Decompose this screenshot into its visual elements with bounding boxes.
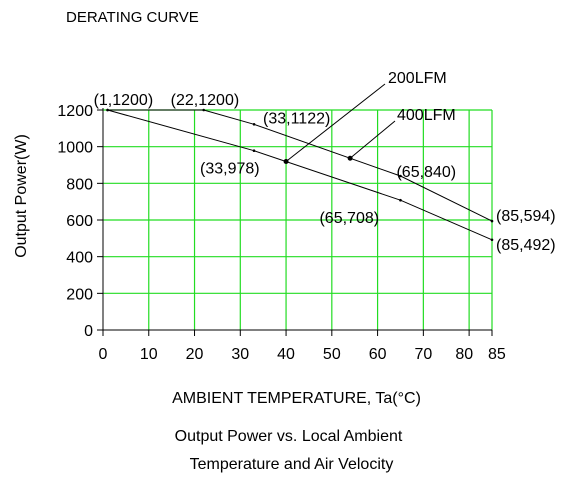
x-tick-label-85: 85 [488,346,506,363]
y-tick-label-200: 200 [66,286,93,303]
series-point-200LFM-2 [399,198,402,202]
point-label-6: (85,594) [496,208,556,225]
tick-labels: 0 10 20 30 40 50 60 70 80 85 0 200 400 600 800 1000 1200 [57,103,505,363]
series-point-400LFM-3 [399,174,402,178]
x-tick-label-80: 80 [455,346,473,363]
series-point-200LFM-0 [106,108,109,112]
series-point-200LFM-3 [490,238,494,242]
y-tick-label-1000: 1000 [57,140,93,157]
series-point-400LFM-4 [490,219,494,223]
point-label-1: (22,1200) [171,92,240,109]
x-tick-label-30: 30 [231,346,249,363]
y-tick-label-800: 800 [66,176,93,193]
leader-dot-200LFM [283,159,289,165]
x-tick-label-60: 60 [369,346,387,363]
chart-title: DERATING CURVE [66,9,199,26]
grid-lines [103,109,493,330]
series-point-400LFM-1 [202,108,205,112]
y-tick-label-0: 0 [84,323,93,340]
x-axis-label: AMBIENT TEMPERATURE, Ta(°C) [172,390,421,407]
point-label-5: (65,708) [319,210,379,227]
point-label-0: (1,1200) [94,92,154,109]
series-lines [106,108,494,242]
leader-dot-400LFM [347,155,353,161]
x-tick-label-20: 20 [186,346,204,363]
legend-callouts: 200LFM 400LFM [283,70,456,165]
x-tick-label-70: 70 [414,346,432,363]
axes [97,108,493,336]
x-tick-label-50: 50 [323,346,341,363]
legend-label-400LFM: 400LFM [397,107,456,124]
y-tick-label-600: 600 [66,213,93,230]
caption-line-1: Output Power vs. Local Ambient [174,428,403,445]
point-label-2: (33,1122) [263,110,330,127]
x-tick-label-10: 10 [140,346,158,363]
series-point-200LFM-1 [252,149,256,152]
caption-line-2: Temperature and Air Velocity [189,456,394,473]
x-tick-label-40: 40 [277,346,295,363]
legend-label-200LFM: 200LFM [388,70,447,87]
leader-line-200LFM [285,83,386,162]
x-tick-label-0: 0 [99,346,108,363]
point-label-4: (65,840) [396,164,456,181]
leader-line-400LFM [349,120,396,159]
series-point-400LFM-2 [252,123,256,126]
y-tick-label-400: 400 [66,250,93,267]
y-tick-label-1200: 1200 [57,103,93,120]
point-labels: (1,1200) (22,1200) (33,1122) (33,978) (65,84… [94,92,556,254]
point-label-3: (33,978) [200,161,260,178]
series-line-200LFM [107,109,493,241]
point-label-7: (85,492) [496,237,556,254]
